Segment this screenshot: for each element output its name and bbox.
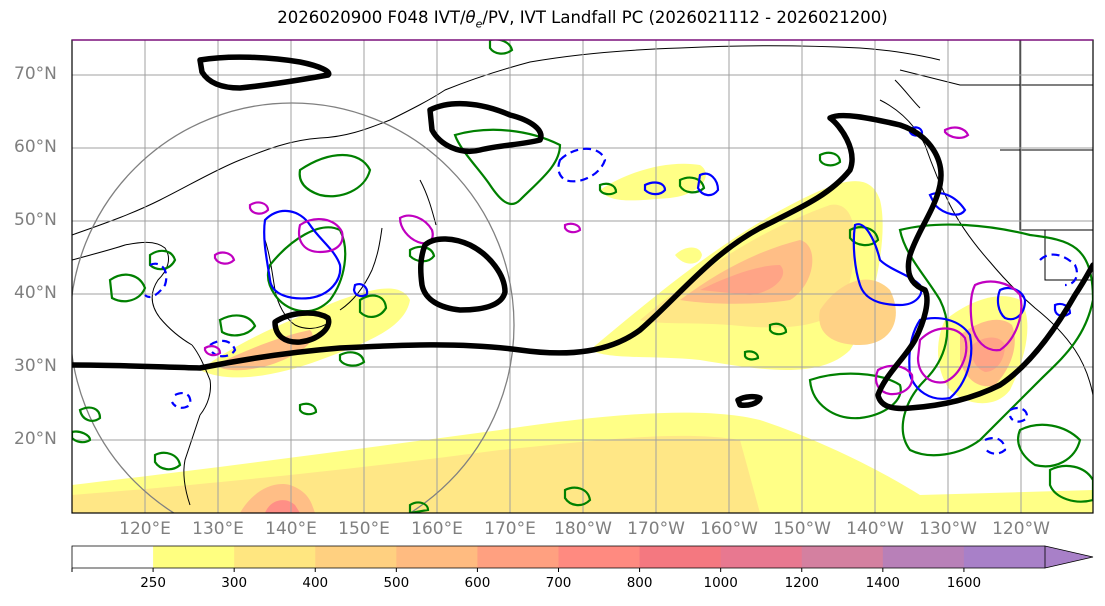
colorbar-segment bbox=[558, 546, 641, 568]
lon-label-140w: 140°W bbox=[846, 519, 904, 539]
colorbar-tick-label: 500 bbox=[383, 575, 410, 591]
colorbar-tick-label: 1000 bbox=[703, 575, 738, 591]
colorbar-tick-label: 1600 bbox=[946, 575, 982, 591]
lon-label-150e: 150°E bbox=[338, 519, 390, 539]
title-prefix: 2026020900 F048 IVT/ bbox=[277, 8, 466, 27]
colorbar-tick-label: 700 bbox=[545, 575, 572, 591]
blue-dashed-contours bbox=[144, 147, 1079, 455]
green-contours bbox=[72, 40, 1093, 513]
colorbar-segment bbox=[234, 546, 316, 568]
colorbar-tick-label: 1200 bbox=[784, 575, 819, 591]
colorbar-segment bbox=[477, 546, 559, 568]
title-suffix: /PV, IVT Landfall PC (2026021112 - 20260… bbox=[482, 8, 888, 27]
colorbar-segment bbox=[963, 546, 1046, 568]
colorbar-segment bbox=[315, 546, 397, 568]
map-title: 2026020900 F048 IVT/θe/PV, IVT Landfall … bbox=[0, 8, 1105, 30]
colorbar-tick-label: 400 bbox=[302, 575, 329, 591]
lon-label-140e: 140°E bbox=[265, 519, 317, 539]
lon-label-180w: 180°W bbox=[554, 519, 612, 539]
lon-label-120w: 120°W bbox=[992, 519, 1050, 539]
title-subscript: e bbox=[475, 17, 483, 31]
lat-label-40n: 40°N bbox=[14, 283, 57, 303]
colorbar-segment bbox=[720, 546, 803, 568]
ivt-shading bbox=[72, 163, 1093, 513]
lon-label-130e: 130°E bbox=[192, 519, 244, 539]
colorbar-tick-label: 1400 bbox=[865, 575, 901, 591]
lat-label-50n: 50°N bbox=[14, 210, 57, 230]
colorbar-tick-label: 600 bbox=[464, 575, 491, 591]
colorbar-tick-label: 300 bbox=[221, 575, 248, 591]
colorbar-segment bbox=[639, 546, 722, 568]
colorbar-segment bbox=[396, 546, 478, 568]
colorbar-segment bbox=[882, 546, 965, 568]
lat-label-30n: 30°N bbox=[14, 356, 57, 376]
lon-label-120e: 120°E bbox=[119, 519, 171, 539]
lon-label-150w: 150°W bbox=[773, 519, 831, 539]
colorbar-extend-arrow bbox=[1044, 545, 1094, 569]
colorbar bbox=[71, 545, 1094, 572]
colorbar-tick-label: 800 bbox=[626, 575, 653, 591]
colorbar-tick-label: 250 bbox=[140, 575, 166, 591]
lon-label-130w: 130°W bbox=[919, 519, 977, 539]
colorbar-segment bbox=[801, 546, 884, 568]
lon-label-170e: 170°E bbox=[484, 519, 536, 539]
title-theta: θ bbox=[465, 8, 476, 27]
lat-label-20n: 20°N bbox=[14, 429, 57, 449]
black-contours bbox=[72, 54, 1093, 412]
lon-label-160w: 160°W bbox=[700, 519, 758, 539]
lon-label-160e: 160°E bbox=[411, 519, 463, 539]
colorbar-segment bbox=[72, 546, 154, 568]
lon-label-170w: 170°W bbox=[627, 519, 685, 539]
colorbar-segment bbox=[153, 546, 235, 568]
lat-label-70n: 70°N bbox=[14, 64, 57, 84]
lat-label-60n: 60°N bbox=[14, 137, 57, 157]
radius-circle bbox=[72, 102, 515, 513]
